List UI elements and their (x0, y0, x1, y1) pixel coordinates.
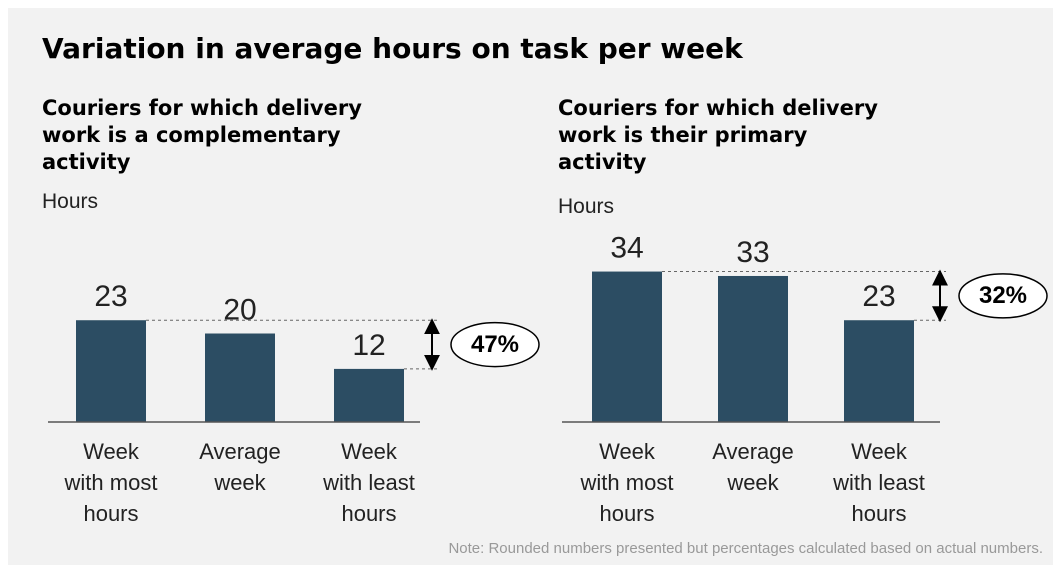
value-label: 12 (352, 329, 385, 362)
bar (76, 320, 146, 422)
x-tick-label: Week with most hours (580, 439, 674, 526)
bar (592, 271, 662, 422)
note: Note: Rounded numbers presented but perc… (448, 540, 1043, 557)
category-label: Week with least hours (833, 439, 925, 526)
y-axis-label: Hours (42, 190, 99, 213)
annotation-bubble (450, 321, 540, 368)
chart-title: Couriers for which delivery work is thei… (558, 96, 878, 174)
annotation-bubble (958, 273, 1048, 319)
value-label: 34 (610, 231, 643, 264)
value-label: 23 (862, 280, 895, 313)
x-tick-label: Week with least hours (323, 439, 415, 526)
bar (844, 320, 914, 422)
value-label: 20 (223, 293, 256, 326)
annotation: 47% (471, 331, 519, 358)
value-label: 33 (736, 236, 769, 269)
panel: Variation in average hours on task per w… (8, 8, 1053, 565)
x-tick-label: Week with least hours (833, 439, 925, 526)
bar (334, 368, 404, 422)
y-axis-label: Hours (558, 195, 615, 218)
category-label: Week with most hours (580, 439, 674, 526)
x-tick-label: Average week (712, 439, 794, 495)
category-label: Week with least hours (323, 439, 415, 526)
value-label: 23 (94, 280, 127, 313)
x-tick-label: Week with most hours (64, 439, 158, 526)
x-tick-label: Average week (199, 439, 281, 495)
chart-title: Couriers for which delivery work is a co… (42, 96, 362, 174)
bar (718, 275, 788, 422)
category-label: Week with most hours (64, 439, 158, 526)
page-title: Variation in average hours on task per w… (42, 32, 743, 65)
category-label: Average week (199, 439, 281, 495)
annotation: 32% (979, 282, 1027, 309)
bar (205, 333, 275, 422)
category-label: Average week (712, 439, 794, 495)
